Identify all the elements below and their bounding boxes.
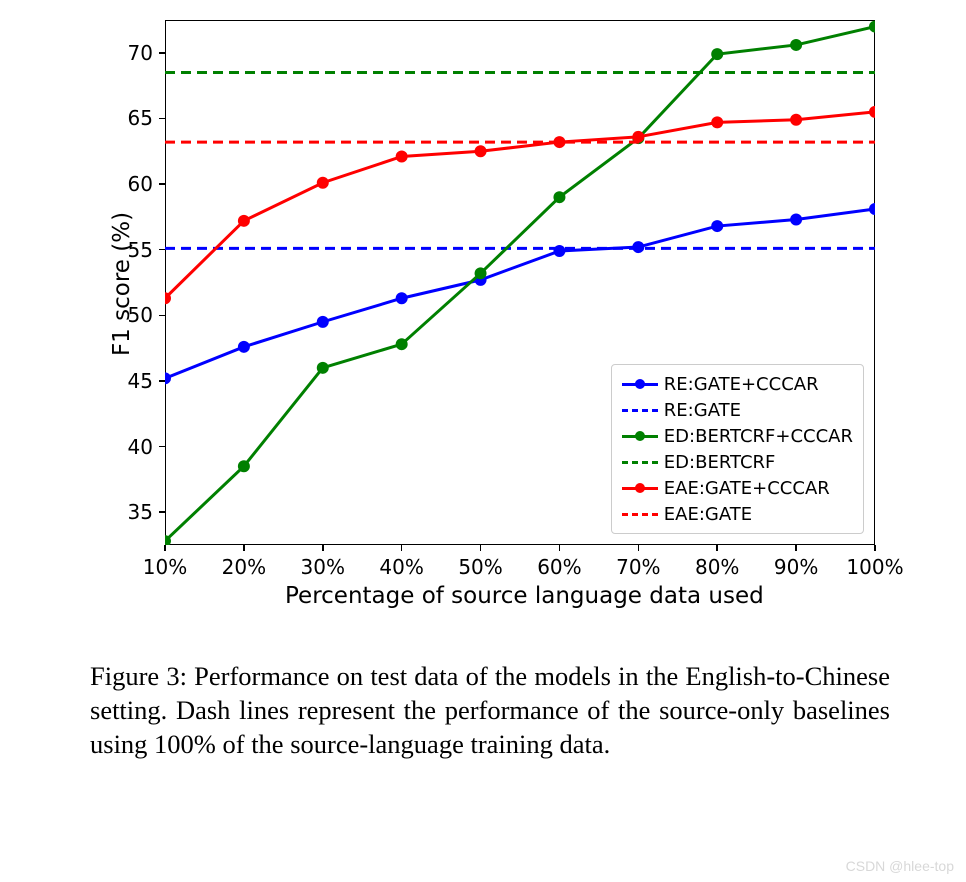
chart-series: [0, 0, 966, 882]
figure-container: RE:GATE+CCCARRE:GATEED:BERTCRF+CCCARED:B…: [0, 0, 966, 882]
